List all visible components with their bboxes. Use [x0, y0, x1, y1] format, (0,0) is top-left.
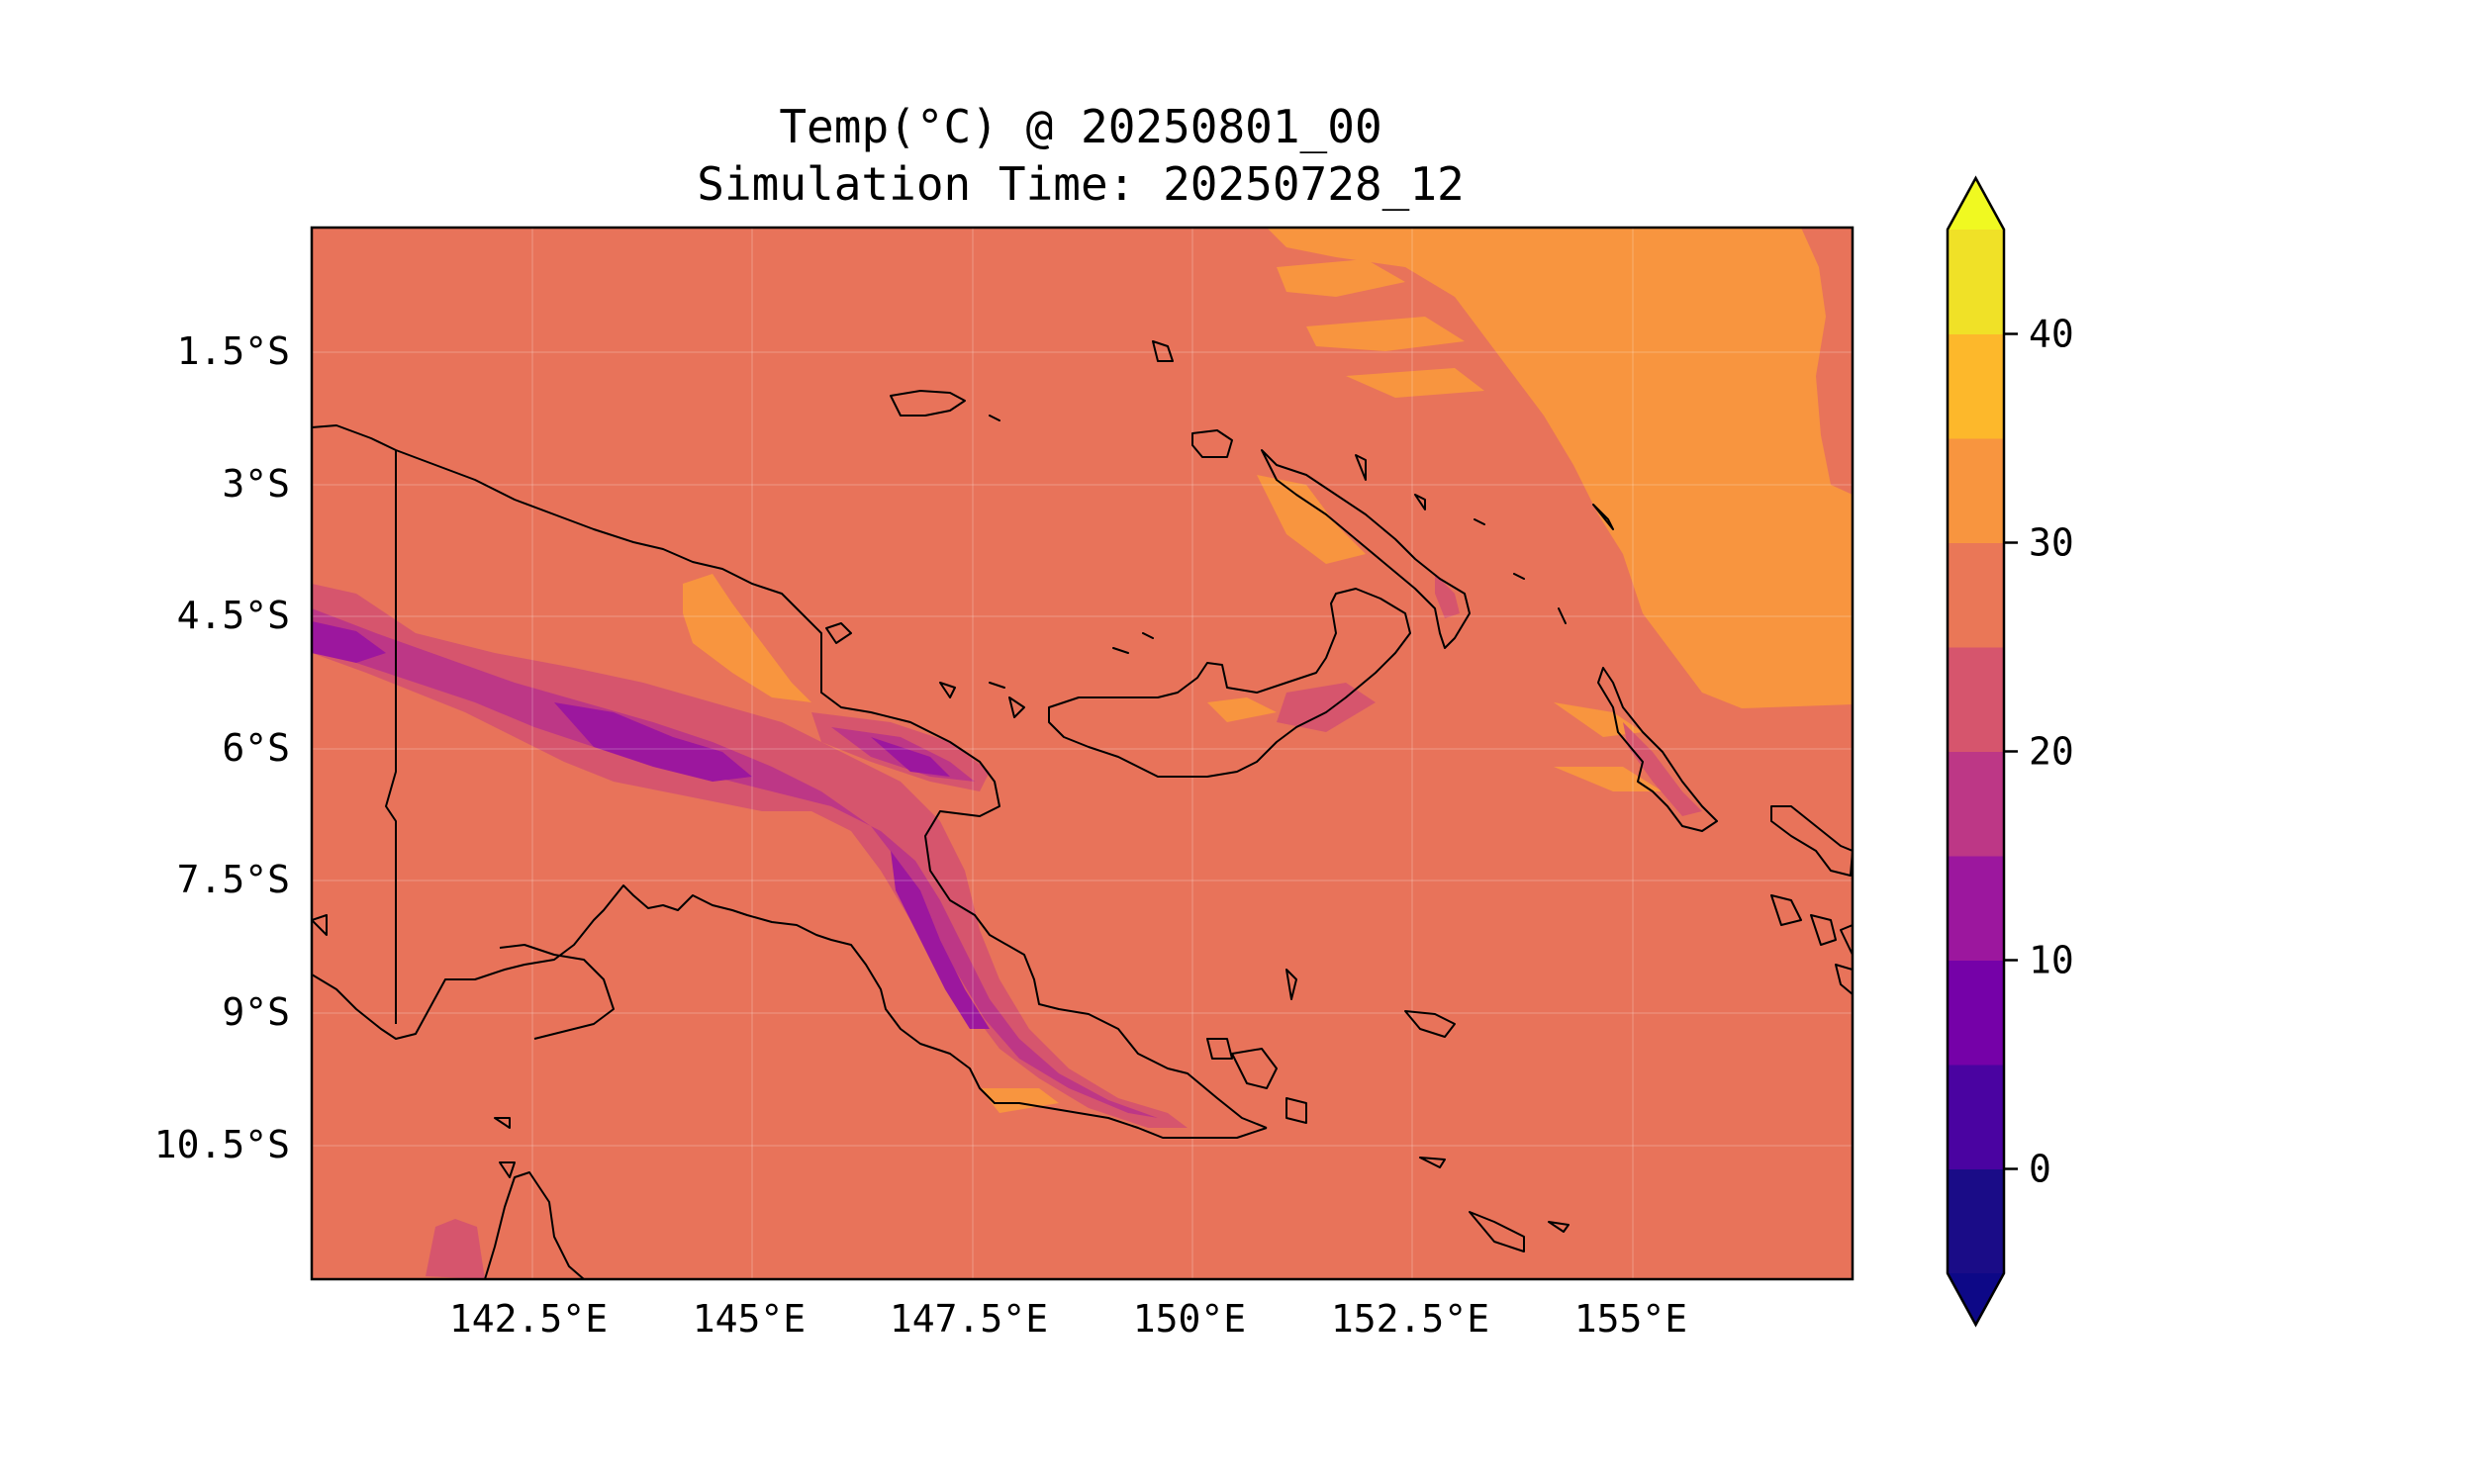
- colorbar-segment: [1948, 230, 2004, 334]
- lon-tick-label: 152.5°E: [1331, 1297, 1489, 1341]
- lat-tick-label: 10.5°S: [154, 1123, 290, 1166]
- colorbar-segment: [1948, 542, 2004, 648]
- small-islands-bismarck: [825, 622, 1297, 1000]
- map-panel: 142.5°E 145°E 147.5°E 150°E 152.5°E 155°…: [154, 226, 1855, 1341]
- coastlines: [312, 340, 1853, 1279]
- new-hanover: [1191, 429, 1233, 458]
- new-guinea-north-coast: [312, 424, 1268, 1129]
- trobriand-dentrecasteaux: [1206, 1038, 1307, 1124]
- lat-tick-label: 6°S: [222, 726, 290, 770]
- colorbar-tick-label: 20: [2029, 730, 2074, 774]
- manus-island: [890, 390, 966, 417]
- gulf-inlet: [499, 944, 615, 1040]
- contour-10-15-core-east: [891, 851, 990, 1029]
- small-islands-west: [312, 914, 516, 1178]
- colorbar: 0 10 20 30 40: [1946, 175, 2074, 1328]
- new-guinea-south-coast: [312, 884, 1268, 1139]
- contour-10-15-core-west: [312, 621, 386, 663]
- title-line-2: Simulation Time: 20250728_12: [697, 157, 1464, 211]
- solomon-islands-cluster: [1770, 894, 1853, 995]
- latitude-tick-labels: 1.5°S 3°S 4.5°S 6°S 7.5°S 9°S 10.5°S: [154, 329, 290, 1166]
- lat-tick-label: 3°S: [222, 462, 290, 506]
- colorbar-over-arrow: [1948, 178, 2004, 230]
- map-frame: [310, 226, 1855, 1281]
- lon-tick-label: 142.5°E: [449, 1297, 608, 1341]
- colorbar-segment: [1948, 438, 2004, 543]
- lat-tick-label: 7.5°S: [177, 858, 290, 901]
- contour-30-35-sepik: [683, 574, 811, 702]
- colorbar-segment: [1948, 647, 2004, 752]
- lon-tick-label: 150°E: [1133, 1297, 1246, 1341]
- contour-25-30-eastern-strip: [1801, 228, 1853, 495]
- new-ireland: [1261, 449, 1471, 649]
- contour-30-35-northeast-streaks: [1277, 259, 1484, 398]
- colorbar-tick-label: 0: [2029, 1148, 2051, 1191]
- contour-30-35-south-coast: [980, 1088, 1059, 1113]
- contour-20-25-cape-york: [426, 1219, 485, 1279]
- louisiade-archipelago: [1419, 1157, 1570, 1252]
- lat-tick-label: 4.5°S: [177, 594, 290, 637]
- bougainville: [1597, 667, 1718, 832]
- small-islands-north: [989, 340, 1614, 624]
- lon-tick-label: 145°E: [693, 1297, 806, 1341]
- colorbar-segment: [1948, 751, 2004, 857]
- colorbar-tick-label: 30: [2029, 521, 2074, 565]
- solomon-north: [1770, 805, 1853, 877]
- contour-10-15-core-north: [871, 737, 950, 777]
- longitude-tick-labels: 142.5°E 145°E 147.5°E 150°E 152.5°E 155°…: [449, 1297, 1687, 1341]
- torres-strait-cape-york: [484, 1171, 585, 1279]
- colorbar-segment: [1948, 856, 2004, 961]
- colorbar-segment: [1948, 960, 2004, 1066]
- colorbar-tick-label: 10: [2029, 939, 2074, 982]
- contour-30-35-bougainville: [1554, 702, 1663, 791]
- new-britain: [1048, 588, 1411, 778]
- papua-border: [385, 450, 397, 1024]
- lon-tick-label: 155°E: [1574, 1297, 1687, 1341]
- colorbar-segment: [1948, 333, 2004, 439]
- contour-20-25-new-britain: [1277, 574, 1460, 732]
- colorbar-under-arrow: [1948, 1273, 2004, 1325]
- woodlark-island: [1404, 1010, 1456, 1038]
- colorbar-tick-label: 40: [2029, 313, 2074, 356]
- lon-tick-label: 147.5°E: [890, 1297, 1048, 1341]
- colorbar-outline: [1946, 175, 2006, 1328]
- contour-10-15-core-central: [554, 702, 752, 782]
- contour-30-35-new-britain: [1207, 475, 1366, 722]
- contour-30-35-northeast: [1267, 228, 1853, 708]
- colorbar-segment: [1948, 1065, 2004, 1169]
- lat-tick-label: 9°S: [222, 990, 290, 1034]
- lat-tick-label: 1.5°S: [177, 329, 290, 373]
- temperature-contours: [312, 228, 1853, 1279]
- title-line-1: Temp(°C) @ 20250801_00: [779, 100, 1381, 153]
- contour-20-25-bougainville: [1623, 722, 1702, 816]
- colorbar-segment: [1948, 1168, 2004, 1274]
- map-gridlines: [312, 228, 1853, 1279]
